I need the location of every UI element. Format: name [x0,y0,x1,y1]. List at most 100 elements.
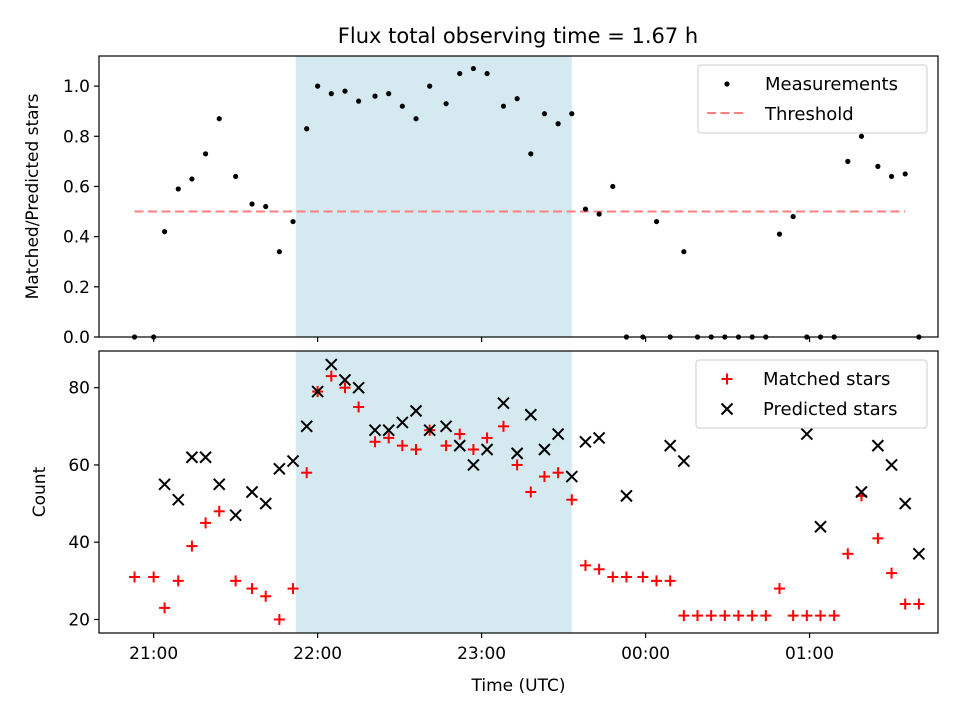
predicted-star-point [538,443,551,456]
measurement-point [249,201,255,207]
predicted-star-point-b [311,385,324,398]
predicted-star-point [524,408,538,421]
legend-cross-b [720,402,734,416]
predicted-star-point-b [213,478,226,491]
matched-star-point [260,590,272,602]
predicted-star-point-b [663,439,677,452]
top-legend: Measurements Threshold [697,64,928,134]
predicted-star-point-b [538,443,551,456]
measurement-point [555,121,561,127]
measurement-point [681,249,687,255]
chart-title: Flux total observing time = 1.67 h [338,24,698,48]
matched-star-point [148,571,160,583]
measurement-point [342,88,348,94]
bottom-y-ticks: 20 40 60 80 [68,379,99,630]
measurement-point [528,151,534,157]
matched-star-point [842,548,854,560]
matched-star-point [607,571,619,583]
predicted-star-point-b [800,427,814,441]
top-y-tick-label: 0.6 [63,177,90,197]
predicted-star-point-b [396,416,409,429]
predicted-star-point [245,485,259,499]
predicted-star-point [382,423,395,437]
x-tick-label: 01:00 [785,644,834,664]
matched-star-point [369,436,381,448]
measurement-point [216,116,222,122]
measurement-point [372,93,378,99]
legend-cross [720,402,734,416]
predicted-star-point-b [199,451,212,464]
predicted-star-point-b [185,451,199,464]
predicted-star-point [158,478,171,491]
x-axis-label: Time (UTC) [471,676,566,696]
matched-star-point [159,602,171,614]
predicted-star-point-b [453,439,466,452]
matched-star-point [651,575,663,587]
predicted-star-point-b [352,381,365,394]
measurement-point [653,218,660,225]
matched-star-point [246,583,258,595]
measurement-point [541,111,548,117]
predicted-star-point [912,547,926,561]
predicted-star-point [213,478,226,491]
top-y-tick-label: 0.2 [63,278,90,298]
predicted-star-point-b [172,493,185,506]
top-panel: 0.0 0.2 0.4 0.6 0.8 1.0 Matched/Predicted sta… [23,55,939,348]
predicted-star-point [199,451,212,464]
top-y-tick-label: 0.4 [63,228,90,248]
predicted-star-point [480,443,494,456]
measurement-point [443,101,449,107]
predicted-star-point-b [592,431,606,445]
legend-predicted-label: Predicted stars [763,399,897,420]
predicted-star-point [855,485,868,499]
predicted-star-point [885,458,898,472]
bottom-y-axis-label: Count [30,466,50,517]
predicted-star-point-b [565,470,578,483]
matched-star-point [497,420,509,432]
matched-star-point [705,610,717,622]
predicted-star-point [871,439,885,452]
matched-star-point [566,494,578,506]
predicted-star-point [497,396,510,410]
predicted-star-point [311,385,324,398]
matched-star-point [886,567,898,579]
legend-plus [721,373,733,385]
legend-predicted-marker [720,402,734,416]
predicted-star-point [800,427,814,441]
predicted-star-point-b [510,447,524,460]
predicted-star-point [325,358,338,371]
matched-star-point [801,610,813,622]
predicted-star-point-b [885,458,898,472]
matched-star-point [186,540,198,552]
predicted-star-point-b [814,520,827,533]
predicted-star-point-b [245,485,259,499]
predicted-star-point-b [480,443,494,456]
matched-star-point [339,382,351,394]
measurement-point [902,171,908,177]
predicted-star-point-b [912,547,926,561]
predicted-star-point [259,497,272,510]
matched-star-point [481,432,493,444]
predicted-star-point [620,489,633,503]
matched-star-point [213,505,225,517]
matched-star-point [664,575,676,587]
predicted-star-point [338,373,352,387]
measurement-point [161,229,168,235]
legend-measurements-label: Measurements [765,74,898,95]
predicted-star-point-b [467,458,480,472]
measurement-point [484,70,490,77]
top-axes-frame [98,55,939,338]
measurement-point [790,213,796,220]
predicted-star-point-b [368,423,382,437]
x-tick-label: 23:00 [457,644,506,664]
predicted-star-point [352,381,365,394]
predicted-star-point-b [325,358,338,371]
matched-star-point [828,610,840,622]
predicted-star-point [396,416,409,429]
bottom-axes-frame [98,350,939,634]
bottom-x-ticks: 21:00 22:00 23:00 00:00 01:00 [129,633,834,664]
measurement-point [399,103,405,109]
bottom-y-tick-label: 80 [68,379,90,399]
measurement-point [500,103,507,109]
measurement-point [569,111,575,117]
